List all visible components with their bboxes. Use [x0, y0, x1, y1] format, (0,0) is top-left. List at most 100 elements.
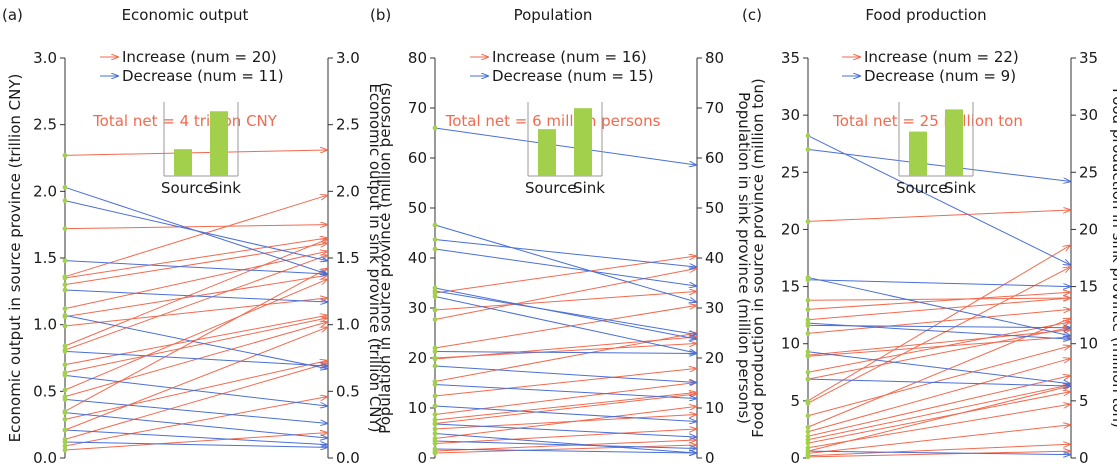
source-point: [62, 184, 68, 190]
left-tick-label: 1.0: [33, 316, 57, 334]
decrease-flow-line: [64, 289, 327, 302]
inset-bar-source: [538, 129, 556, 176]
decrease-flow-line: [434, 440, 696, 449]
source-point: [805, 429, 811, 435]
source-point: [62, 258, 68, 264]
increase-flow-line: [64, 298, 327, 327]
source-point: [805, 297, 811, 303]
right-tick-label: 40: [705, 249, 724, 267]
increase-flow-line: [807, 298, 1070, 300]
source-point: [62, 343, 68, 349]
increase-flow-line: [434, 306, 696, 349]
source-point: [62, 275, 68, 281]
increase-flow-line: [807, 337, 1070, 357]
source-point: [805, 413, 811, 419]
increase-flow-line: [64, 279, 327, 391]
inset-bar-sink: [945, 109, 963, 176]
source-point: [432, 382, 438, 387]
panel-title: Population: [514, 6, 593, 24]
source-point: [432, 421, 438, 427]
right-tick-label: 5: [1079, 392, 1089, 410]
increase-flow-line: [807, 376, 1070, 437]
increase-flow-line: [64, 327, 327, 431]
legend-increase-label: Increase (num = 22): [864, 48, 1019, 66]
panel-letter: (c): [742, 6, 762, 24]
decrease-flow-line: [807, 450, 1070, 454]
right-tick-label: 20: [705, 349, 724, 367]
source-point: [432, 307, 438, 313]
increase-flow-line: [434, 383, 696, 415]
source-point: [805, 433, 811, 439]
source-point: [805, 400, 811, 406]
source-point: [62, 323, 68, 329]
decrease-flow-line: [807, 148, 1070, 181]
source-point: [62, 282, 68, 288]
decrease-flow-line: [434, 127, 696, 165]
increase-flow-line: [64, 322, 327, 398]
inset-label-source: Source: [161, 179, 213, 197]
left-tick-label: 80: [408, 49, 427, 67]
inset-bar-source: [174, 149, 192, 176]
right-tick-label: 20: [1079, 220, 1098, 238]
right-tick-label: 70: [705, 99, 724, 117]
source-point: [805, 424, 811, 430]
increase-flow-line: [807, 386, 1070, 452]
source-point: [432, 222, 438, 228]
legend: Increase (num = 22)Decrease (num = 9): [842, 48, 1019, 85]
source-point: [62, 410, 68, 416]
increase-flow-line: [807, 359, 1070, 433]
panel-1: (a) Economic output 0.0 0.0 0.5 0.5 1.0 1.0 1.5 1…: [2, 6, 384, 467]
source-point: [805, 277, 811, 283]
left-tick-label: 20: [781, 220, 800, 238]
source-point: [62, 427, 68, 433]
source-point: [432, 345, 438, 351]
source-point: [62, 372, 68, 378]
increase-flow-line: [434, 393, 696, 421]
source-point: [62, 362, 68, 368]
inset-label-sink: Sink: [573, 179, 605, 197]
panel-3: (c) Food production 0 0 5 5 10 10 15 15 20 20 25 25 30…: [742, 6, 1117, 467]
decrease-flow-line: [434, 433, 696, 454]
left-tick-label: 0: [417, 449, 427, 467]
increase-flow-line: [807, 330, 1070, 356]
total-net-text: Total net = 25 million ton: [832, 112, 1023, 130]
decrease-flow-line: [434, 290, 696, 335]
increase-flow-line: [64, 269, 327, 412]
source-point: [432, 403, 438, 409]
source-point: [805, 317, 811, 323]
legend-decrease-label: Decrease (num = 11): [122, 67, 284, 85]
right-axis-title: Economic output in sink province (trilli…: [366, 83, 384, 432]
increase-flow-line: [64, 433, 327, 451]
source-point: [62, 312, 68, 318]
source-point: [432, 393, 438, 399]
source-point: [805, 448, 811, 454]
decrease-flow-line: [434, 352, 696, 354]
source-point: [805, 147, 811, 152]
increase-flow-line: [807, 210, 1070, 222]
source-point: [805, 454, 811, 460]
decrease-flow-line: [807, 276, 1070, 335]
decrease-flow-line: [807, 351, 1070, 384]
increase-flow-line: [807, 298, 1070, 321]
increase-flow-line: [807, 392, 1070, 444]
source-point: [805, 331, 811, 336]
inset-bar-source: [909, 131, 927, 176]
left-tick-label: 70: [408, 99, 427, 117]
decrease-flow-line: [64, 429, 327, 445]
source-point: [432, 417, 438, 423]
increase-flow-line: [434, 445, 696, 454]
right-tick-label: 0: [1079, 449, 1089, 467]
left-tick-label: 50: [408, 199, 427, 217]
right-tick-label: 35: [1079, 49, 1098, 67]
right-tick-label: 60: [705, 149, 724, 167]
source-point: [432, 349, 438, 354]
left-tick-label: 0: [790, 449, 800, 467]
panel-2: (b) Population 0 0 10 10 20 20 30 30 40 40 50 50 60 60 7…: [370, 6, 753, 467]
source-point: [432, 450, 438, 456]
left-tick-label: 2.5: [33, 116, 57, 134]
decrease-flow-line: [64, 260, 327, 274]
right-tick-label: 1.0: [336, 316, 360, 334]
decrease-flow-line: [434, 365, 696, 383]
increase-flow-line: [64, 251, 327, 310]
